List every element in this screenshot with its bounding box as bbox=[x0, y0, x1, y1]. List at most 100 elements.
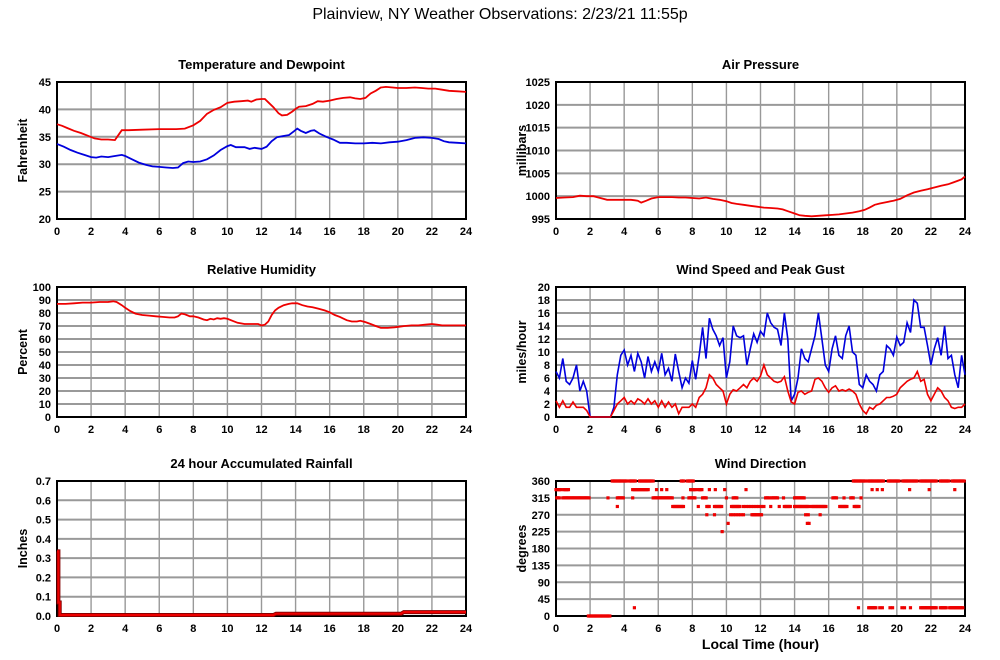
svg-text:12: 12 bbox=[754, 623, 766, 635]
svg-text:1010: 1010 bbox=[526, 146, 550, 158]
page-title: Plainview, NY Weather Observations: 2/23… bbox=[312, 6, 688, 23]
svg-text:14: 14 bbox=[788, 424, 801, 436]
svg-text:45: 45 bbox=[538, 594, 550, 606]
svg-text:0: 0 bbox=[54, 424, 60, 436]
svg-text:12: 12 bbox=[255, 424, 267, 436]
svg-text:30: 30 bbox=[39, 159, 51, 171]
svg-text:0: 0 bbox=[54, 623, 60, 635]
svg-text:18: 18 bbox=[857, 623, 869, 635]
svg-text:6: 6 bbox=[544, 373, 550, 385]
svg-text:4: 4 bbox=[621, 226, 628, 238]
svg-text:14: 14 bbox=[289, 623, 302, 635]
svg-text:4: 4 bbox=[122, 623, 129, 635]
svg-text:0: 0 bbox=[553, 623, 559, 635]
chart-title: 24 hour Accumulated Rainfall bbox=[170, 456, 353, 471]
svg-text:24: 24 bbox=[959, 226, 972, 238]
svg-text:0.5: 0.5 bbox=[36, 515, 51, 527]
svg-text:50: 50 bbox=[39, 347, 51, 359]
svg-text:2: 2 bbox=[587, 623, 593, 635]
svg-text:12: 12 bbox=[255, 623, 267, 635]
svg-text:1015: 1015 bbox=[526, 123, 550, 135]
svg-text:2: 2 bbox=[587, 424, 593, 436]
rainfall-chart: 24 hour Accumulated Rainfall 0.0 0.1 0.2 0.… bbox=[15, 453, 478, 642]
svg-text:1000: 1000 bbox=[526, 191, 550, 203]
svg-text:20: 20 bbox=[392, 424, 404, 436]
svg-text:18: 18 bbox=[538, 295, 550, 307]
svg-text:14: 14 bbox=[538, 321, 551, 333]
svg-text:0: 0 bbox=[544, 611, 550, 623]
svg-text:10: 10 bbox=[221, 424, 233, 436]
svg-text:22: 22 bbox=[925, 424, 937, 436]
plot-area: 0 2 4 6 8 10 12 14 16 18 20 0 2 4 6 8 10 12 14 16 18 20 22 24 mi… bbox=[514, 283, 977, 443]
svg-text:360: 360 bbox=[532, 477, 550, 488]
x-axis-title: Local Time (hour) bbox=[701, 636, 820, 652]
svg-text:24: 24 bbox=[460, 226, 473, 238]
svg-text:20: 20 bbox=[891, 226, 903, 238]
svg-text:0.4: 0.4 bbox=[36, 534, 52, 546]
plot-area: 0 10 20 30 40 50 60 70 80 90 100 0 2 4 6 8 10 12 14 16 18 20 2… bbox=[15, 283, 478, 443]
svg-text:1020: 1020 bbox=[526, 100, 550, 112]
svg-text:millibars: millibars bbox=[515, 125, 529, 176]
svg-text:22: 22 bbox=[426, 226, 438, 238]
svg-text:2: 2 bbox=[544, 399, 550, 411]
svg-text:70: 70 bbox=[39, 321, 51, 333]
svg-text:0.7: 0.7 bbox=[36, 477, 51, 488]
svg-text:40: 40 bbox=[39, 104, 51, 116]
svg-text:0.6: 0.6 bbox=[36, 495, 51, 507]
svg-text:18: 18 bbox=[857, 226, 869, 238]
svg-text:0.0: 0.0 bbox=[36, 611, 51, 623]
svg-text:10: 10 bbox=[720, 424, 732, 436]
svg-text:45: 45 bbox=[39, 78, 51, 89]
svg-text:16: 16 bbox=[324, 623, 336, 635]
svg-text:6: 6 bbox=[156, 623, 162, 635]
svg-text:0: 0 bbox=[553, 424, 559, 436]
svg-text:14: 14 bbox=[289, 226, 302, 238]
svg-text:4: 4 bbox=[621, 623, 628, 635]
svg-text:8: 8 bbox=[190, 226, 196, 238]
air-pressure-chart: Air Pressure 995 1000 1005 1010 1015 1020 1025… bbox=[514, 54, 977, 245]
svg-text:10: 10 bbox=[39, 399, 51, 411]
svg-text:80: 80 bbox=[39, 308, 51, 320]
chart-title: Wind Speed and Peak Gust bbox=[676, 262, 845, 277]
svg-text:16: 16 bbox=[823, 226, 835, 238]
svg-text:10: 10 bbox=[538, 347, 550, 359]
plot-canvas: 0.00.10.20.30.40.50.60.70 2 4 6 8 10 12 14 16 18 2… bbox=[16, 477, 473, 635]
svg-text:225: 225 bbox=[532, 527, 550, 539]
svg-text:4: 4 bbox=[621, 424, 628, 436]
svg-text:20: 20 bbox=[39, 214, 51, 226]
svg-text:16: 16 bbox=[538, 308, 550, 320]
svg-text:8: 8 bbox=[544, 360, 550, 372]
svg-text:14: 14 bbox=[289, 424, 302, 436]
svg-text:16: 16 bbox=[823, 623, 835, 635]
svg-text:20: 20 bbox=[392, 226, 404, 238]
svg-text:18: 18 bbox=[358, 424, 370, 436]
svg-text:10: 10 bbox=[221, 226, 233, 238]
svg-text:1025: 1025 bbox=[526, 78, 550, 89]
svg-text:22: 22 bbox=[925, 623, 937, 635]
svg-text:90: 90 bbox=[39, 295, 51, 307]
svg-text:180: 180 bbox=[532, 544, 550, 556]
svg-text:60: 60 bbox=[39, 334, 51, 346]
svg-text:0.1: 0.1 bbox=[36, 592, 51, 604]
svg-text:6: 6 bbox=[655, 623, 661, 635]
svg-text:24: 24 bbox=[460, 623, 473, 635]
svg-text:0: 0 bbox=[553, 226, 559, 238]
svg-text:12: 12 bbox=[754, 424, 766, 436]
svg-text:20: 20 bbox=[538, 283, 550, 294]
svg-text:Inches: Inches bbox=[16, 529, 30, 569]
chart-title: Wind Direction bbox=[714, 456, 807, 471]
svg-text:14: 14 bbox=[788, 623, 801, 635]
svg-text:24: 24 bbox=[959, 623, 972, 635]
svg-text:315: 315 bbox=[532, 493, 550, 505]
svg-text:24: 24 bbox=[959, 424, 972, 436]
svg-text:90: 90 bbox=[538, 577, 550, 589]
svg-text:Percent: Percent bbox=[16, 328, 30, 375]
svg-text:8: 8 bbox=[689, 226, 695, 238]
svg-text:1005: 1005 bbox=[526, 168, 550, 180]
svg-text:20: 20 bbox=[891, 424, 903, 436]
